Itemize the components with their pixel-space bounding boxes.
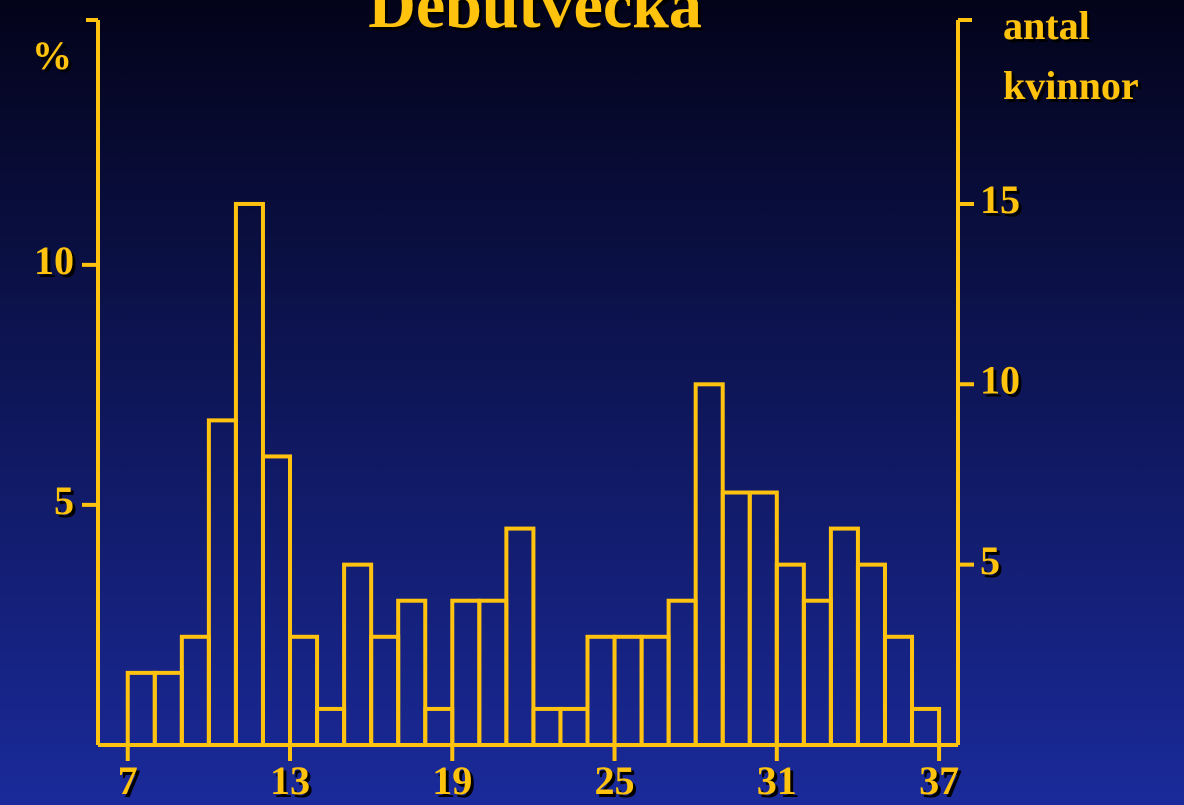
y2-axis-label: kvinnor [1003, 63, 1139, 108]
y2-tick-label: 5 [980, 538, 1000, 583]
y-tick-label: 5 [54, 478, 74, 523]
x-tick-label: 13 [270, 758, 310, 803]
x-tick-label: 25 [595, 758, 635, 803]
x-tick-label: 37 [919, 758, 959, 803]
y2-tick-label: 15 [980, 177, 1020, 222]
x-tick-label: 7 [118, 758, 138, 803]
y2-tick-label: 10 [980, 357, 1020, 402]
x-tick-label: 31 [757, 758, 797, 803]
x-tick-label: 19 [432, 758, 472, 803]
y-axis-label: % [32, 33, 72, 78]
chart-title: Debutvecka [368, 0, 702, 42]
y2-axis-label: antal [1003, 3, 1090, 48]
y-tick-label: 10 [34, 238, 74, 283]
